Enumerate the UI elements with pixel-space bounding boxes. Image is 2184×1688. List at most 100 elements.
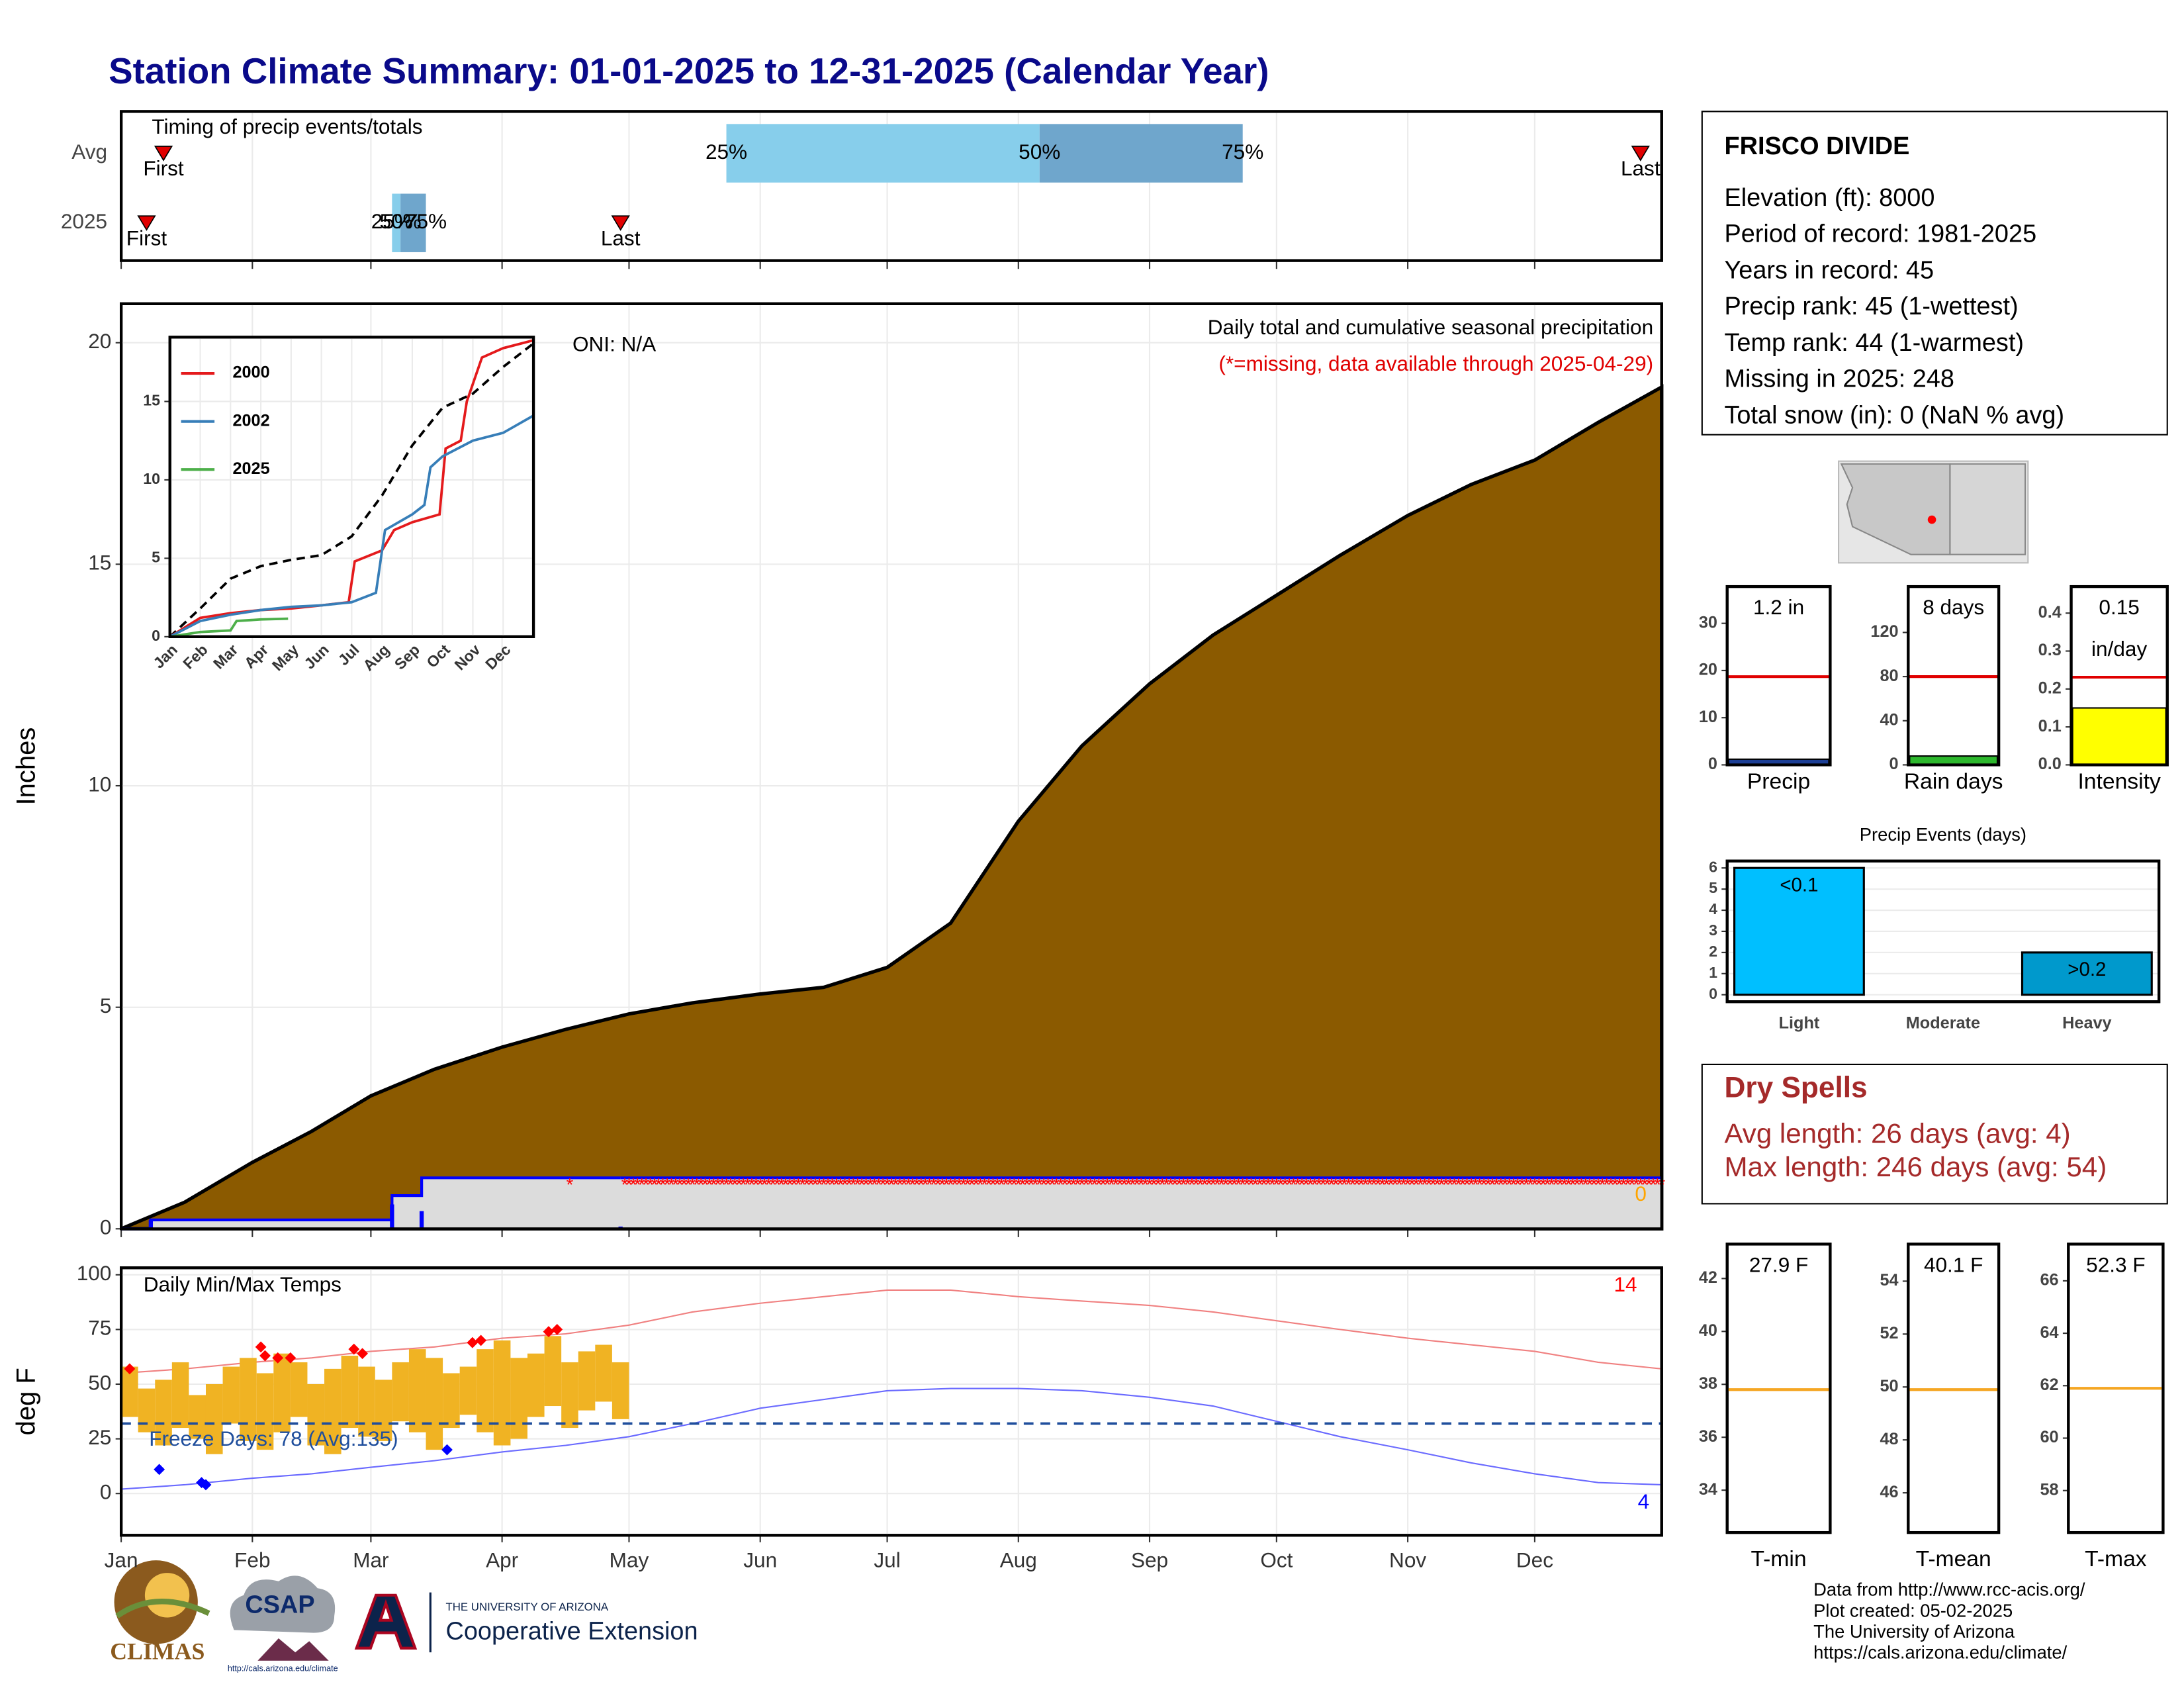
missing-marker: * xyxy=(825,1174,832,1195)
daily-temp-bar xyxy=(510,1358,527,1439)
daily-temp-bar xyxy=(205,1383,223,1454)
record-low-count: 4 xyxy=(1638,1489,1650,1513)
missing-marker: * xyxy=(1608,1174,1615,1195)
missing-marker: * xyxy=(1590,1174,1598,1195)
daily-precip-bar xyxy=(419,1211,424,1229)
page-title: Station Climate Summary: 01-01-2025 to 1… xyxy=(109,50,1269,91)
missing-marker: * xyxy=(643,1174,650,1195)
gauge-unit-label: in/day xyxy=(2091,637,2147,661)
missing-marker: * xyxy=(1442,1174,1449,1195)
missing-marker: * xyxy=(943,1174,950,1195)
missing-marker: * xyxy=(896,1174,903,1195)
plot-border xyxy=(2070,585,2169,767)
plot-border xyxy=(1725,1243,1832,1534)
missing-marker: * xyxy=(1523,1174,1530,1195)
y-tick-label: 52 xyxy=(1880,1324,1898,1342)
x-tick-label: Sep xyxy=(1131,1548,1168,1572)
y-tick-label: 100 xyxy=(77,1261,112,1285)
missing-marker: * xyxy=(744,1174,751,1195)
missing-marker: * xyxy=(1286,1174,1293,1195)
missing-marker: * xyxy=(1040,1174,1048,1195)
daily-temp-bar xyxy=(544,1336,562,1407)
missing-marker: * xyxy=(567,1174,574,1195)
x-tick-label: Feb xyxy=(234,1548,270,1572)
csap-cloud xyxy=(230,1575,336,1633)
missing-marker: * xyxy=(833,1174,840,1195)
missing-marker: * xyxy=(719,1174,726,1195)
y-tick-label: 34 xyxy=(1699,1480,1717,1499)
missing-marker: * xyxy=(1544,1174,1551,1195)
gauge-bar xyxy=(2071,707,2167,765)
missing-marker: * xyxy=(1518,1174,1525,1195)
x-tick-label: Light xyxy=(1779,1014,1820,1033)
missing-marker: * xyxy=(1116,1174,1124,1195)
missing-marker: * xyxy=(770,1174,777,1195)
event-bar xyxy=(2021,951,2153,996)
y-tick-label: 0.3 xyxy=(2038,641,2062,659)
missing-marker: * xyxy=(668,1174,675,1195)
gauge-value-label: 0.15 xyxy=(2099,595,2139,619)
climas-logo-text: CLIMAS xyxy=(110,1638,205,1664)
missing-marker: * xyxy=(858,1174,866,1195)
missing-marker: * xyxy=(968,1174,976,1195)
missing-marker: * xyxy=(1146,1174,1154,1195)
missing-marker: * xyxy=(1510,1174,1518,1195)
daily-temp-bar xyxy=(273,1353,291,1432)
missing-marker: * xyxy=(1438,1174,1445,1195)
missing-marker: * xyxy=(816,1174,823,1195)
missing-marker: * xyxy=(799,1174,806,1195)
daily-temp-bar xyxy=(375,1380,392,1441)
record-marker xyxy=(255,1341,267,1353)
missing-marker: * xyxy=(664,1174,671,1195)
plot-border xyxy=(1725,859,2161,1004)
missing-marker: * xyxy=(1539,1174,1547,1195)
y-tick-label: 58 xyxy=(2040,1480,2058,1499)
y-tick-label: 54 xyxy=(1880,1271,1898,1289)
missing-marker: * xyxy=(685,1174,692,1195)
missing-marker: * xyxy=(1650,1174,1657,1195)
missing-marker: * xyxy=(909,1174,917,1195)
missing-marker: * xyxy=(680,1174,688,1195)
average-cumulative-area xyxy=(120,384,1664,1231)
x-tick-label: Aug xyxy=(1000,1548,1037,1572)
missing-marker: * xyxy=(1315,1174,1322,1195)
missing-marker: * xyxy=(1078,1174,1085,1195)
missing-marker: * xyxy=(1565,1174,1572,1195)
missing-marker: * xyxy=(1108,1174,1115,1195)
y-tick-label: 50 xyxy=(88,1370,111,1394)
record-marker xyxy=(285,1352,296,1364)
missing-marker: * xyxy=(659,1174,666,1195)
csap-mountains xyxy=(257,1638,329,1661)
daily-temp-bar xyxy=(493,1340,511,1446)
missing-marker: * xyxy=(1324,1174,1331,1195)
timing-marker-label: First xyxy=(143,156,184,180)
missing-marker: * xyxy=(854,1174,861,1195)
missing-marker: * xyxy=(1408,1174,1416,1195)
missing-marker: * xyxy=(676,1174,684,1195)
missing-marker: * xyxy=(630,1174,637,1195)
missing-marker: * xyxy=(1383,1174,1390,1195)
csap-url: http://cals.arizona.edu/climate xyxy=(228,1664,338,1673)
missing-marker: * xyxy=(1290,1174,1297,1195)
oni-annotation: ONI: N/A xyxy=(572,332,656,355)
gauge-value-label: 1.2 in xyxy=(1753,595,1804,619)
x-tick-label: Dec xyxy=(1516,1548,1553,1572)
missing-marker: * xyxy=(1049,1174,1056,1195)
missing-marker: * xyxy=(1426,1174,1433,1195)
missing-marker: * xyxy=(1150,1174,1158,1195)
missing-marker: * xyxy=(1057,1174,1064,1195)
missing-marker: * xyxy=(1506,1174,1513,1195)
precip-subtitle: (*=missing, data available through 2025-… xyxy=(1218,352,1653,375)
timing-marker-label: Last xyxy=(1621,156,1661,180)
missing-marker: * xyxy=(1362,1174,1369,1195)
timing-marker xyxy=(154,146,173,162)
station-dot xyxy=(1927,515,1936,524)
legend-label: 2002 xyxy=(232,411,269,430)
missing-marker: * xyxy=(931,1174,938,1195)
logos: CLIMAS CSAP http://cals.arizona.edu/clim… xyxy=(110,1560,698,1673)
missing-marker: * xyxy=(981,1174,988,1195)
missing-marker: * xyxy=(1129,1174,1136,1195)
missing-marker: * xyxy=(1375,1174,1382,1195)
missing-marker: * xyxy=(1396,1174,1403,1195)
daily-temp-bar xyxy=(171,1362,189,1429)
